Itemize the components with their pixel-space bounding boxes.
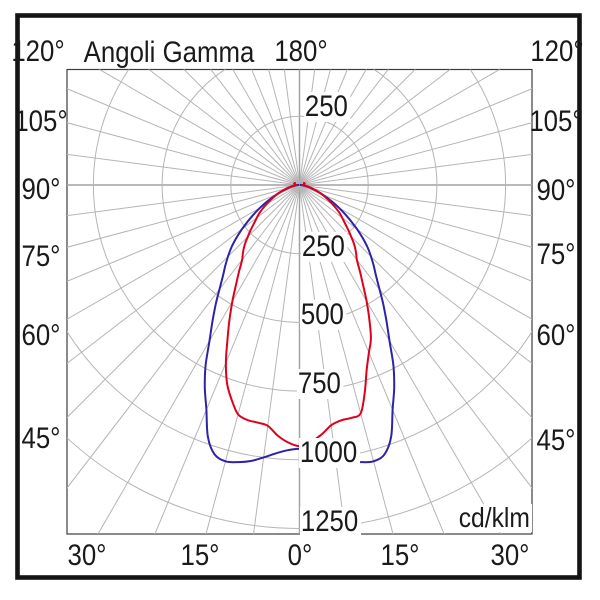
ring-label-250-upper: 250 [304, 92, 351, 122]
gamma-label-45-left: 45° [21, 422, 61, 455]
gamma-label-105-left: 105° [14, 105, 68, 138]
ring-label-1000: 1000 [299, 438, 360, 468]
gamma-label-75-left: 75° [21, 240, 61, 273]
gamma-label-30-bottom-right: 30° [490, 539, 530, 572]
gamma-label-0-bottom: 0° [287, 539, 313, 572]
gamma-label-45-right: 45° [536, 424, 576, 457]
gamma-label-120-top-right: 120° [530, 35, 584, 68]
gamma-label-90-left: 90° [21, 173, 61, 206]
unit-label: cd/klm [458, 502, 530, 533]
ring-label-500: 500 [300, 300, 347, 330]
gamma-label-60-right: 60° [536, 319, 576, 352]
gamma-label-90-right: 90° [536, 174, 576, 207]
gamma-label-120-top-left: 120° [11, 35, 65, 68]
outer-frame [15, 13, 582, 580]
gamma-label-105-right: 105° [529, 105, 583, 138]
ring-label-750: 750 [297, 369, 344, 399]
gamma-label-30-bottom-left: 30° [67, 539, 107, 572]
chart-title: Angoli Gamma [83, 36, 255, 69]
gamma-label-15-bottom-left: 15° [180, 539, 220, 572]
unit-label-box: cd/klm [446, 502, 532, 533]
gamma-label-15-bottom-right: 15° [380, 539, 420, 572]
gamma-label-60-left: 60° [21, 319, 61, 352]
ring-label-1250: 1250 [300, 507, 361, 537]
gamma-label-75-right: 75° [536, 238, 576, 271]
gamma-label-180-top: 180° [274, 35, 328, 68]
ring-label-250: 250 [301, 232, 348, 262]
